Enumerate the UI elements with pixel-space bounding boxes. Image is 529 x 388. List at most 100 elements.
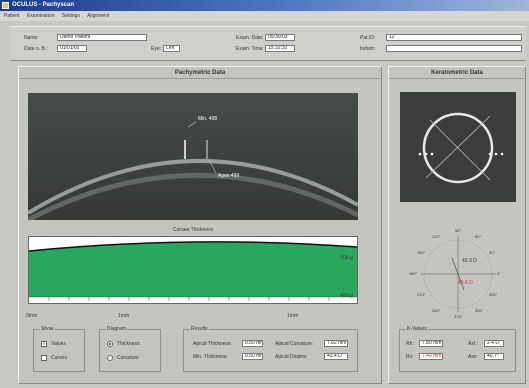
results-group: Results Apical Thickness: 0.50 mm Min. T… bbox=[183, 326, 358, 372]
y-tick-500: 500 µ bbox=[340, 255, 353, 261]
menu-item-examination[interactable]: Examination bbox=[26, 13, 55, 19]
diagram-group-title: Diagram bbox=[106, 326, 127, 332]
polar-label-120: 120° bbox=[432, 234, 441, 239]
axs-label: Axs: bbox=[468, 354, 478, 360]
polar-label-30: 30° bbox=[489, 250, 496, 255]
eye-label: Eye: bbox=[151, 46, 162, 52]
name-label: Name: bbox=[24, 35, 39, 41]
dob-label: Date o. B.: bbox=[24, 46, 48, 52]
show-group: Show ✓ Values Curves bbox=[33, 326, 85, 372]
exam-date-label: Exam. Date: bbox=[236, 35, 264, 41]
ref-dot bbox=[418, 152, 422, 156]
menu-item-patient[interactable]: Patient bbox=[4, 13, 20, 19]
polar-label-180: 180° bbox=[409, 271, 418, 276]
polar-label-300: 300° bbox=[475, 308, 484, 313]
ref-dot bbox=[424, 152, 428, 156]
thickness-curve bbox=[28, 241, 358, 252]
polar-svg bbox=[420, 236, 496, 312]
indstrr-field[interactable] bbox=[386, 45, 522, 52]
apical-thickness-label: Apical Thickness: bbox=[193, 341, 232, 347]
rh-label: Rh: bbox=[406, 341, 414, 347]
axis-line-1 bbox=[429, 119, 491, 181]
flat-k-value: 45.6 D bbox=[458, 280, 473, 286]
x-tick-label-2: 1mm bbox=[287, 313, 299, 319]
x-tick-label-0: 0mm bbox=[26, 313, 38, 319]
scan-svg bbox=[26, 93, 360, 223]
ref-dot bbox=[494, 152, 498, 156]
rh-field: 7.80 mm bbox=[419, 340, 443, 347]
k-values-title: K-Values bbox=[406, 326, 428, 332]
keratometric-header: Keratometric Data bbox=[389, 67, 525, 79]
patient-info-panel: Name: Demo Patient Date o. B.: 01/01/02 … bbox=[10, 26, 526, 61]
polar-label-90: 90° bbox=[455, 228, 462, 233]
apical-dioptre-label: Apical Dioptre: bbox=[275, 354, 308, 360]
curves-label: Curves bbox=[51, 355, 67, 361]
app-icon bbox=[2, 2, 9, 9]
min-thickness-label: Min. Thickness: bbox=[193, 354, 228, 360]
cornea-thickness-chart: 500 µ 450 µ bbox=[28, 236, 358, 304]
results-group-title: Results bbox=[190, 326, 209, 332]
steep-k-value: 43.3 D bbox=[462, 258, 477, 264]
window-title: OCULUS - Pachyscan bbox=[12, 2, 75, 8]
scan-background bbox=[28, 93, 358, 220]
exam-time-field[interactable]: 15:32:32 bbox=[265, 45, 295, 52]
show-group-title: Show bbox=[40, 326, 55, 332]
apical-dioptre-field: 43.4 D bbox=[324, 353, 348, 360]
values-checkbox[interactable]: ✓ bbox=[41, 341, 47, 347]
axs-field: 40.7° bbox=[484, 353, 504, 360]
thickness-radio[interactable] bbox=[107, 341, 113, 347]
polar-label-210: 210° bbox=[417, 292, 426, 297]
menu-item-settings[interactable]: Settings bbox=[61, 13, 80, 19]
dob-field[interactable]: 01/01/02 bbox=[57, 45, 87, 52]
keratometry-polar-diagram: 90° 60° 30° 0° 330° 300° 270° 240° 210° … bbox=[398, 222, 518, 326]
y-tick-450: 450 µ bbox=[340, 293, 353, 299]
kerato-svg bbox=[418, 112, 504, 184]
apex-leader bbox=[208, 159, 217, 174]
curvature-radio-label: Curvature bbox=[117, 355, 139, 361]
scheimpflug-image: Min. 498 Apex 499 bbox=[26, 93, 360, 223]
keratometry-image bbox=[400, 92, 516, 202]
rv-label: Rv: bbox=[406, 354, 414, 360]
polar-label-150: 150° bbox=[417, 250, 426, 255]
rv-field: 7.40 mm bbox=[419, 353, 443, 360]
eye-field[interactable]: Left bbox=[163, 45, 180, 52]
curves-checkbox[interactable] bbox=[41, 355, 47, 361]
name-field[interactable]: Demo Patient bbox=[57, 34, 147, 41]
thickness-svg bbox=[28, 241, 358, 301]
apical-thickness-field: 0.50 mm bbox=[242, 340, 263, 347]
min-thickness-field: 0.50 mm bbox=[242, 353, 263, 360]
pat-id-field[interactable]: 12 bbox=[386, 34, 522, 41]
apical-curvature-label: Apical Curvature: bbox=[275, 341, 314, 347]
apex-thickness-label: Apex 499 bbox=[218, 173, 240, 179]
pachymetric-header: Pachymetric Data bbox=[19, 67, 381, 79]
ref-dot bbox=[430, 152, 434, 156]
polar-label-60: 60° bbox=[475, 234, 482, 239]
cornea-anterior bbox=[26, 159, 359, 215]
apical-curvature-field: 7.82 mm bbox=[324, 340, 348, 347]
polar-label-330: 330° bbox=[489, 292, 498, 297]
axl-field: 2.4 D bbox=[484, 340, 504, 347]
pat-id-label: Pat.ID: bbox=[360, 35, 376, 41]
axis-line-2 bbox=[425, 115, 491, 179]
exam-time-label: Exam. Time: bbox=[236, 46, 264, 52]
cornea-thickness-title: Cornea Thickness bbox=[172, 227, 214, 233]
polar-label-240: 240° bbox=[432, 308, 441, 313]
menu-item-alignment[interactable]: Alignment bbox=[87, 13, 110, 19]
min-leader bbox=[187, 121, 197, 128]
axl-label: Axl.: bbox=[468, 341, 478, 347]
x-tick-label-1: 1mm bbox=[118, 313, 130, 319]
diagram-group: Diagram Thickness Curvature bbox=[99, 326, 161, 372]
menu-bar: Patient Examination Settings Alignment bbox=[0, 11, 529, 21]
curvature-radio[interactable] bbox=[107, 355, 113, 361]
exam-date-field[interactable]: 05/30/03 bbox=[265, 34, 295, 41]
ref-dot bbox=[500, 152, 504, 156]
thickness-area bbox=[29, 241, 357, 297]
indstrr-label: Indstrr: bbox=[360, 46, 376, 52]
window-titlebar: OCULUS - Pachyscan bbox=[0, 0, 529, 11]
polar-label-0: 0° bbox=[497, 271, 501, 276]
cornea-posterior bbox=[26, 172, 360, 223]
ref-dot bbox=[488, 152, 492, 156]
steep-axis bbox=[451, 257, 465, 291]
min-thickness-label: Min. 498 bbox=[198, 116, 218, 122]
thickness-radio-label: Thickness bbox=[117, 341, 140, 347]
